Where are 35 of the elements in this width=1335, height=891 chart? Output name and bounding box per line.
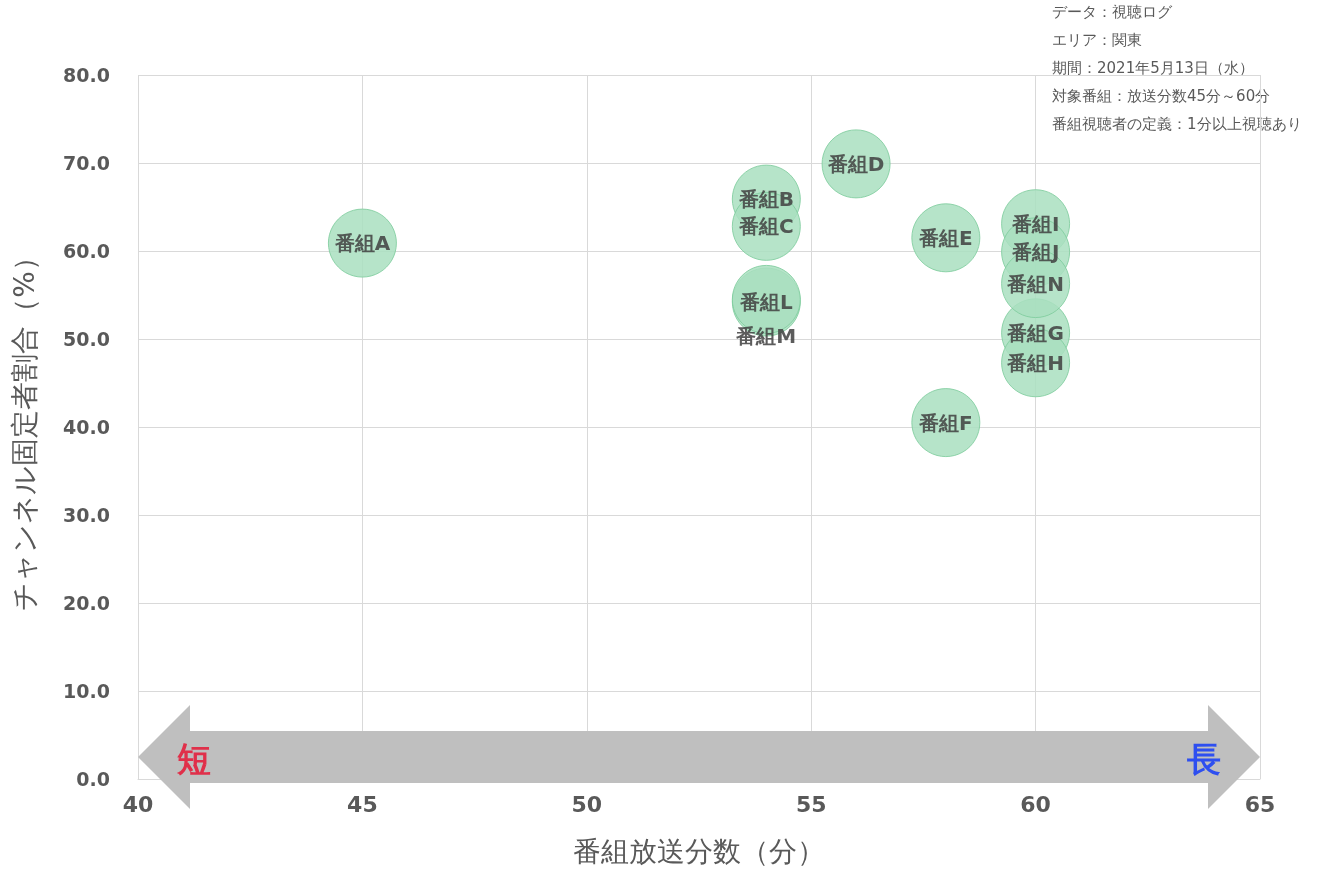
series-label: 番組D: [826, 151, 885, 176]
x-axis-title: 番組放送分数（分）: [573, 834, 825, 868]
annotation: 期間：2021年5月13日（水）: [1052, 58, 1254, 77]
series-label: 番組B: [737, 187, 794, 212]
text: データ：視聴ログ: [1052, 2, 1173, 21]
x-tick-label: 55: [795, 791, 827, 817]
y-tick-label: 40.0: [63, 416, 110, 438]
annotation: 長: [1186, 739, 1221, 779]
x-tick-label: 60: [1020, 791, 1051, 817]
x-tick-label: 40: [122, 791, 154, 817]
series-label: 番組L: [738, 290, 793, 315]
series-label: 番組E: [918, 225, 973, 250]
y-tick-label: 70.0: [63, 152, 110, 174]
y-tick-label: 20.0: [63, 592, 110, 614]
series-label: 番組N: [1006, 271, 1064, 296]
x-tick-label: 50: [571, 791, 603, 817]
y-tick-label: 80.0: [63, 64, 110, 86]
y-tick-label: 30.0: [63, 504, 110, 526]
y-tick-label: 0.0: [76, 768, 110, 790]
series-label: 番組J: [1010, 239, 1060, 264]
series-label: 番組C: [737, 214, 794, 239]
x-tick-label: 45: [347, 791, 378, 817]
x-tick-label: 65: [1244, 791, 1276, 817]
series-label: 番組A: [333, 231, 391, 256]
annotation: 短: [176, 739, 211, 779]
y-axis-title: チャンネル固定者割合（%）: [7, 243, 41, 611]
series-label: 番組H: [1006, 350, 1064, 375]
series-label: 番組F: [918, 410, 973, 435]
series-label: 番組M: [735, 323, 797, 348]
series-label: 番組G: [1006, 320, 1064, 345]
y-tick-label: 50.0: [63, 328, 110, 350]
text: エリア：関東: [1052, 30, 1142, 49]
series-label: 番組I: [1010, 211, 1060, 236]
y-tick-label: 60.0: [63, 240, 110, 262]
y-tick-label: 10.0: [63, 680, 110, 702]
